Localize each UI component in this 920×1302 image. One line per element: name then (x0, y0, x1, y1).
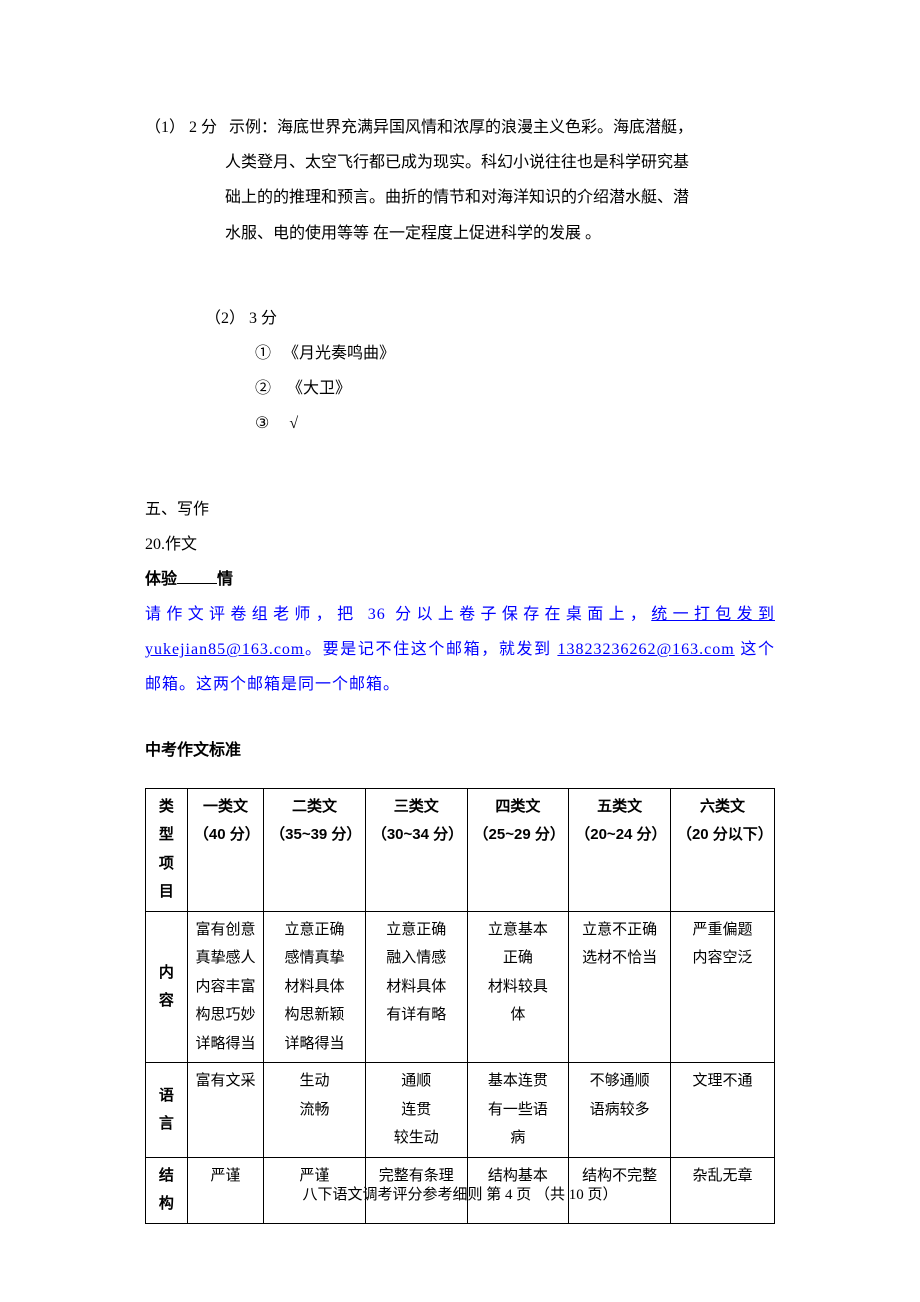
footer-a: 八下语文调考评分参考细则 第 (302, 1187, 505, 1203)
hdr-c1: 一类文（40 分） (187, 788, 263, 911)
page-footer: 八下语文调考评分参考细则 第 4 页 （共 10 页） (0, 1179, 920, 1212)
question-1: （1） 2 分 示例：海底世界充满异国风情和浓厚的浪漫主义色彩。海底潜艇， 人类… (145, 110, 775, 251)
q2-a3-text: √ (289, 415, 298, 432)
lang-c5: 不够通顺语病较多 (569, 1063, 671, 1158)
q1-label: （1） 2 分 (145, 119, 217, 136)
prompt-prefix: 体验 (145, 571, 177, 588)
q2-a1: ① 《月光奏鸣曲》 (145, 336, 775, 371)
essay-prompt: 体验 情 (145, 562, 775, 597)
lang-c2: 生动流畅 (264, 1063, 366, 1158)
hdr-c3b: （30~34 分） (372, 821, 461, 850)
lang-c1: 富有文采 (187, 1063, 263, 1158)
notice-link1-text[interactable]: 统一打包发到 (651, 606, 775, 623)
prompt-blank (177, 565, 217, 584)
notice-t1: 请作文评卷组老师，把 36 分以上卷子保存在桌面上， (145, 606, 651, 623)
q2-a1-text: 《月光奏鸣曲》 (283, 345, 395, 362)
lang-c3: 通顺连贯较生动 (365, 1063, 467, 1158)
rubric-heading: 中考作文标准 (145, 733, 775, 768)
q2-a2: ② 《大卫》 (145, 371, 775, 406)
prompt-suffix: 情 (217, 571, 233, 588)
hdr-c4b: （25~29 分） (474, 821, 563, 850)
hdr-type: 类型 (152, 793, 181, 850)
hdr-c6b: （20 分以下） (677, 821, 768, 850)
row-content-label: 内容 (146, 911, 188, 1063)
q2-label: （2） 3 分 (145, 301, 775, 336)
q2-a3: ③ √ (145, 406, 775, 441)
rubric-table: 类型 项目 一类文（40 分） 二类文（35~39 分） 三类文（30~34 分… (145, 788, 775, 1224)
content-c4: 立意基本正确材料较具体 (467, 911, 569, 1063)
hdr-item: 项目 (152, 850, 181, 907)
q2-a2-num: ② (255, 380, 271, 397)
hdr-c1a: 一类文 (194, 793, 257, 822)
hdr-c1b: （40 分） (194, 821, 257, 850)
hdr-type-item: 类型 项目 (146, 788, 188, 911)
hdr-c5a: 五类文 (575, 793, 664, 822)
footer-b: 页 （共 (512, 1187, 568, 1203)
footer-total: 10 (569, 1187, 584, 1203)
lang-c6: 文理不通 (670, 1063, 774, 1158)
notice-email1[interactable]: yukejian85@163.com (145, 641, 304, 658)
question-2: （2） 3 分 ① 《月光奏鸣曲》 ② 《大卫》 ③ √ (145, 301, 775, 442)
hdr-c3a: 三类文 (372, 793, 461, 822)
table-header-row: 类型 项目 一类文（40 分） 二类文（35~39 分） 三类文（30~34 分… (146, 788, 775, 911)
q1-text3: 础上的的推理和预言。曲折的情节和对海洋知识的介绍潜水艇、潜 (145, 180, 775, 215)
hdr-c6a: 六类文 (677, 793, 768, 822)
hdr-c6: 六类文（20 分以下） (670, 788, 774, 911)
q2-a3-num: ③ (255, 415, 269, 432)
notice-email2[interactable]: 13823236262@163.com (557, 641, 734, 658)
footer-c: 页） (584, 1187, 618, 1203)
q1-prefix: 示例： (229, 119, 277, 136)
grading-notice: 请作文评卷组老师，把 36 分以上卷子保存在桌面上，统一打包发到 yukejia… (145, 597, 775, 703)
content-c5: 立意不正确选材不恰当 (569, 911, 671, 1063)
q2-a2-text: 《大卫》 (287, 380, 351, 397)
section5-heading: 五、写作 (145, 492, 775, 527)
section-5: 五、写作 20.作文 体验 情 (145, 492, 775, 598)
section5-item: 20.作文 (145, 527, 775, 562)
lang-c4: 基本连贯有一些语病 (467, 1063, 569, 1158)
content-c2: 立意正确感情真挚材料具体构思新颖详略得当 (264, 911, 366, 1063)
q2-a1-num: ① (255, 345, 271, 362)
hdr-c2: 二类文（35~39 分） (264, 788, 366, 911)
hdr-c4: 四类文（25~29 分） (467, 788, 569, 911)
notice-t2: 。要是记不住这个邮箱，就发到 (304, 641, 557, 658)
row-lang: 语言 富有文采 生动流畅 通顺连贯较生动 基本连贯有一些语病 不够通顺语病较多 … (146, 1063, 775, 1158)
hdr-c3: 三类文（30~34 分） (365, 788, 467, 911)
q1-text1: 海底世界充满异国风情和浓厚的浪漫主义色彩。海底潜艇， (277, 119, 693, 136)
q1-text4: 水服、电的使用等等 在一定程度上促进科学的发展 。 (145, 216, 775, 251)
content-c3: 立意正确融入情感材料具体有详有略 (365, 911, 467, 1063)
content-c6: 严重偏题内容空泛 (670, 911, 774, 1063)
hdr-c4a: 四类文 (474, 793, 563, 822)
row-lang-label: 语言 (146, 1063, 188, 1158)
hdr-c2a: 二类文 (270, 793, 359, 822)
content-c1: 富有创意真挚感人内容丰富构思巧妙详略得当 (187, 911, 263, 1063)
q1-text2: 人类登月、太空飞行都已成为现实。科幻小说往往也是科学研究基 (145, 145, 775, 180)
hdr-c5: 五类文（20~24 分） (569, 788, 671, 911)
row-content: 内容 富有创意真挚感人内容丰富构思巧妙详略得当 立意正确感情真挚材料具体构思新颖… (146, 911, 775, 1063)
hdr-c2b: （35~39 分） (270, 821, 359, 850)
hdr-c5b: （20~24 分） (575, 821, 664, 850)
q1-line1: （1） 2 分 示例：海底世界充满异国风情和浓厚的浪漫主义色彩。海底潜艇， (145, 110, 775, 145)
